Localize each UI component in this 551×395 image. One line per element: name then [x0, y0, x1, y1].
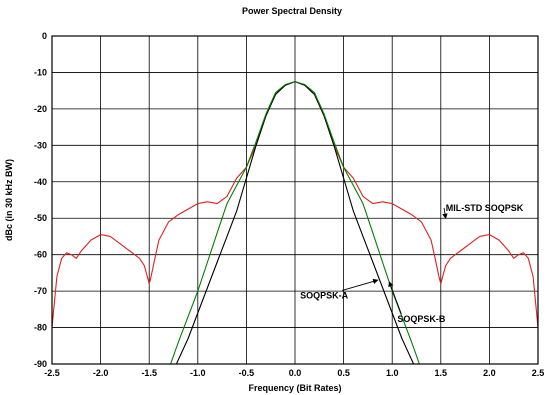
x-tick-label: 1.0	[386, 368, 399, 378]
annotation-arrow	[442, 207, 448, 220]
grid	[51, 35, 539, 365]
x-tick-label: -2.0	[93, 368, 109, 378]
y-tick-label: -60	[34, 250, 47, 260]
x-axis-label: Frequency (Bit Rates)	[248, 383, 341, 393]
tick-labels: -2.5 -2.0 -1.5 -1.0 -0.5 0.0 0.5 1.0 1.5 2.0 2.5 0 -…	[34, 31, 544, 378]
y-tick-label: -50	[34, 213, 47, 223]
x-tick-label: -1.0	[190, 368, 206, 378]
annotation-label: MIL-STD SOQPSK	[446, 203, 524, 213]
y-tick-label: -20	[34, 104, 47, 114]
x-tick-label: 2.5	[532, 368, 545, 378]
x-tick-label: 0.0	[289, 368, 302, 378]
series-line-2	[170, 81, 420, 365]
x-tick-label: -2.5	[44, 368, 60, 378]
plot-frame	[51, 35, 539, 365]
annotation-label: SOQPSK-B	[397, 314, 446, 324]
x-tick-label: -0.5	[239, 368, 255, 378]
annotation-arrow	[388, 281, 402, 315]
x-tick-label: -1.5	[141, 368, 157, 378]
annotation-arrow	[342, 278, 379, 291]
x-tick-label: 2.0	[483, 368, 496, 378]
plot-border	[51, 35, 539, 365]
annotation-label: SOQPSK-A	[300, 290, 349, 300]
y-tick-label: -40	[34, 177, 47, 187]
y-tick-label: -10	[34, 67, 47, 77]
chart-title: Power Spectral Density	[242, 6, 342, 16]
y-tick-label: -30	[34, 140, 47, 150]
y-axis-label: dBc (in 30 kHz BW)	[4, 159, 14, 241]
y-tick-label: 0	[42, 31, 47, 41]
series-group	[51, 81, 539, 365]
annotations: MIL-STD SOQPSK SOQPSK-A SOQPSK-B	[300, 203, 524, 324]
y-tick-label: -70	[34, 286, 47, 296]
y-tick-label: -80	[34, 323, 47, 333]
x-tick-label: 0.5	[337, 368, 350, 378]
x-tick-label: 1.5	[435, 368, 448, 378]
y-tick-label: -90	[34, 359, 47, 369]
